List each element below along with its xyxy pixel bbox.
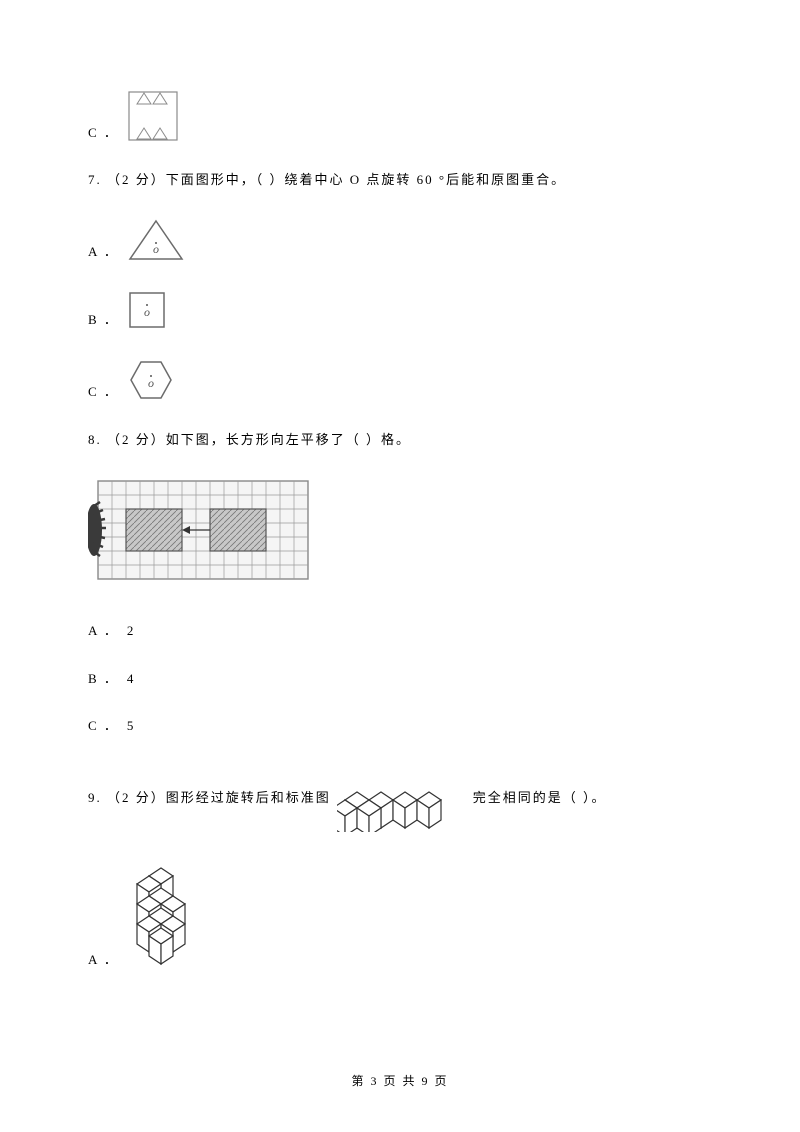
option-label: A ． <box>88 242 119 262</box>
hexagon-o-icon: o <box>127 358 175 402</box>
q9-optA-figure <box>127 860 207 970</box>
option-label: B ． <box>88 671 119 686</box>
option-label: C ． <box>88 718 119 733</box>
q8-grid-figure <box>88 477 320 587</box>
option-label: A ． <box>88 623 119 638</box>
q7-text: 7. （2 分）下面图形中，（ ）绕着中心 O 点旋转 60 °后能和原图重合。 <box>88 170 712 190</box>
svg-text:o: o <box>148 376 154 390</box>
svg-text:o: o <box>144 305 150 319</box>
option-label: A ． <box>88 950 119 970</box>
square-o-icon: o <box>127 290 167 330</box>
option-label: C ． <box>88 123 119 143</box>
q8-option-a: A ． 2 <box>88 621 712 641</box>
q9-text-row: 9. （2 分）图形经过旋转后和标准图 <box>88 764 712 832</box>
q6-optC-figure <box>127 90 179 142</box>
q9-post: 完全相同的是（ ）。 <box>473 788 607 808</box>
q7-option-a: A ． o <box>88 218 712 262</box>
triangle-o-icon: o <box>127 218 185 262</box>
option-value: 4 <box>127 671 136 686</box>
svg-text:o: o <box>153 242 159 256</box>
option-label: B ． <box>88 310 119 330</box>
option-value: 5 <box>127 718 136 733</box>
page-footer: 第 3 页 共 9 页 <box>0 1072 800 1090</box>
option-label: C ． <box>88 382 119 402</box>
q8-option-c: C ． 5 <box>88 716 712 736</box>
q8-text: 8. （2 分）如下图，长方形向左平移了（ ）格。 <box>88 430 712 450</box>
q7-option-b: B ． o <box>88 290 712 330</box>
q8-figure-row <box>88 477 712 587</box>
q8-option-b: B ． 4 <box>88 669 712 689</box>
q9-option-a: A ． <box>88 860 712 970</box>
q9-ref-figure <box>337 764 467 832</box>
q6-option-c: C ． <box>88 90 712 142</box>
q9-pre: 9. （2 分）图形经过旋转后和标准图 <box>88 788 331 808</box>
q7-option-c: C ． o <box>88 358 712 402</box>
option-value: 2 <box>127 623 136 638</box>
